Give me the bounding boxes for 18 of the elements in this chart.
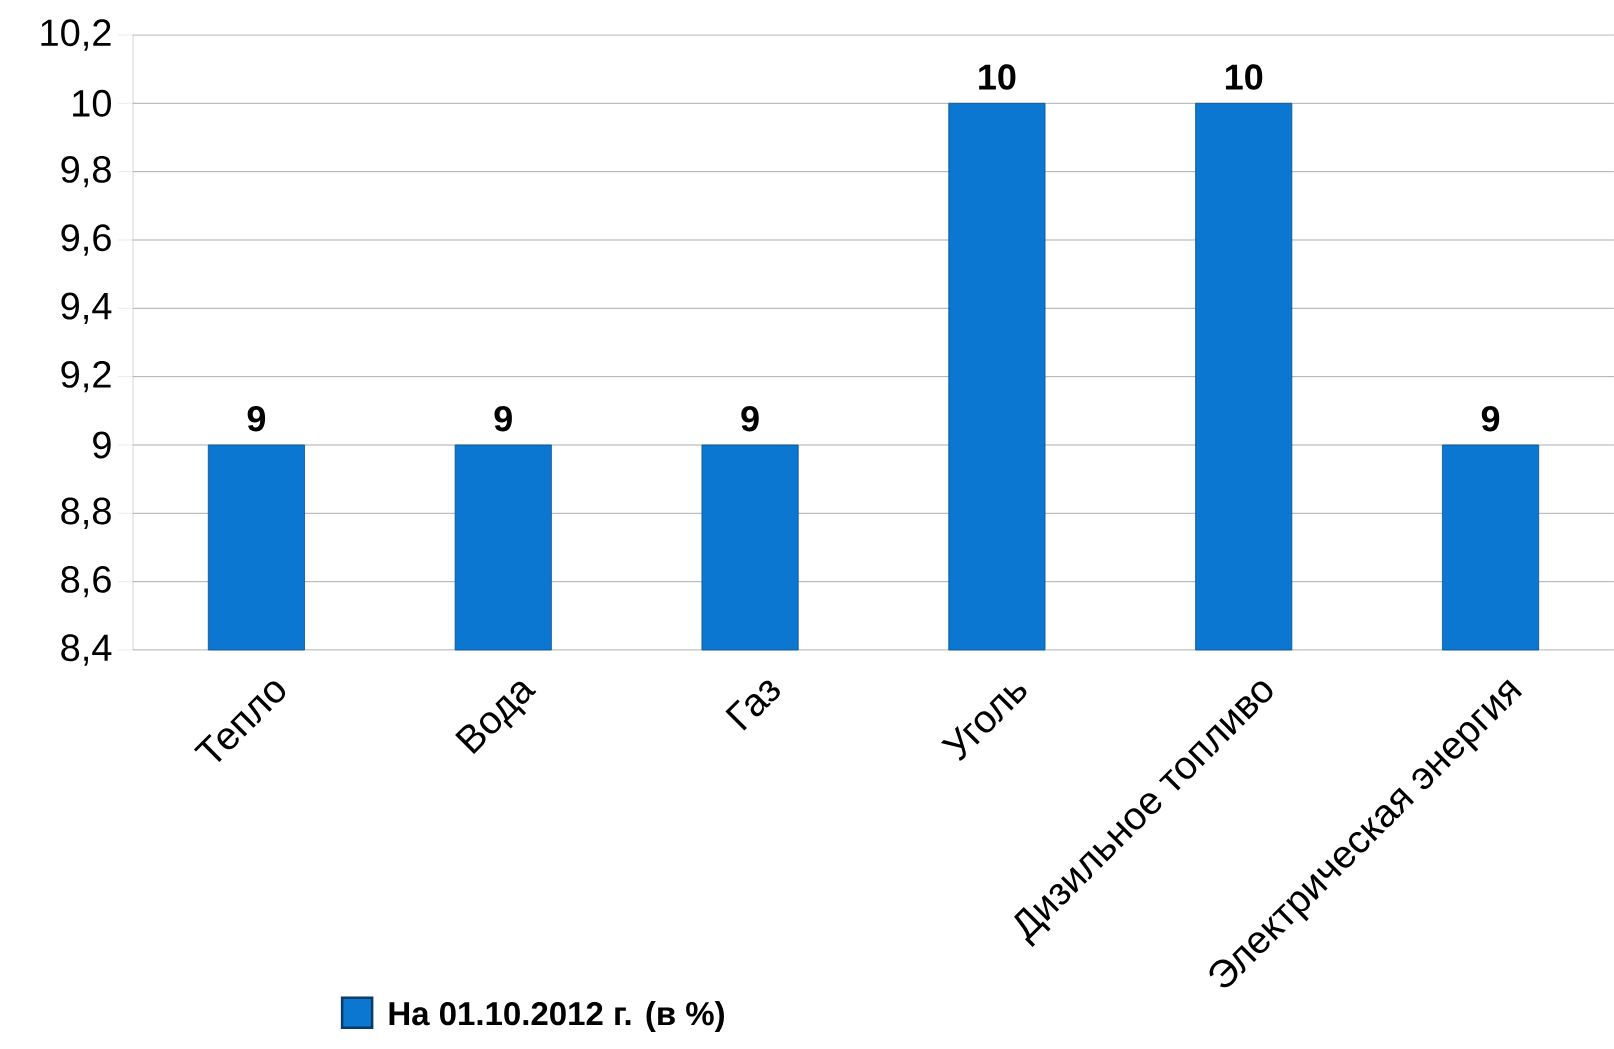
y-tick-label: 8,6 — [61, 565, 111, 598]
data-label: 10 — [979, 64, 1016, 90]
data-label: 9 — [741, 405, 759, 432]
data-label: 9 — [1481, 405, 1500, 432]
y-tick-label: 8,8 — [61, 497, 111, 530]
y-tick-label: 9 — [93, 431, 111, 459]
y-tick-label: 8,4 — [61, 634, 112, 666]
y-tick-label: 9,8 — [61, 155, 111, 188]
y-tick-label: 10,2 — [41, 19, 111, 51]
y-tick-label: 9,2 — [61, 360, 111, 393]
legend-label: На 01.10.2012 г. (в %) — [389, 1001, 724, 1032]
y-tick-label: 9,4 — [61, 292, 112, 325]
y-tick-label: 10 — [73, 89, 111, 117]
data-label: 10 — [1225, 64, 1263, 90]
y-tick-label: 9,6 — [61, 224, 111, 256]
data-label: 9 — [247, 405, 266, 432]
data-label: 9 — [494, 405, 512, 432]
x-tick-label: Газ — [725, 680, 780, 731]
